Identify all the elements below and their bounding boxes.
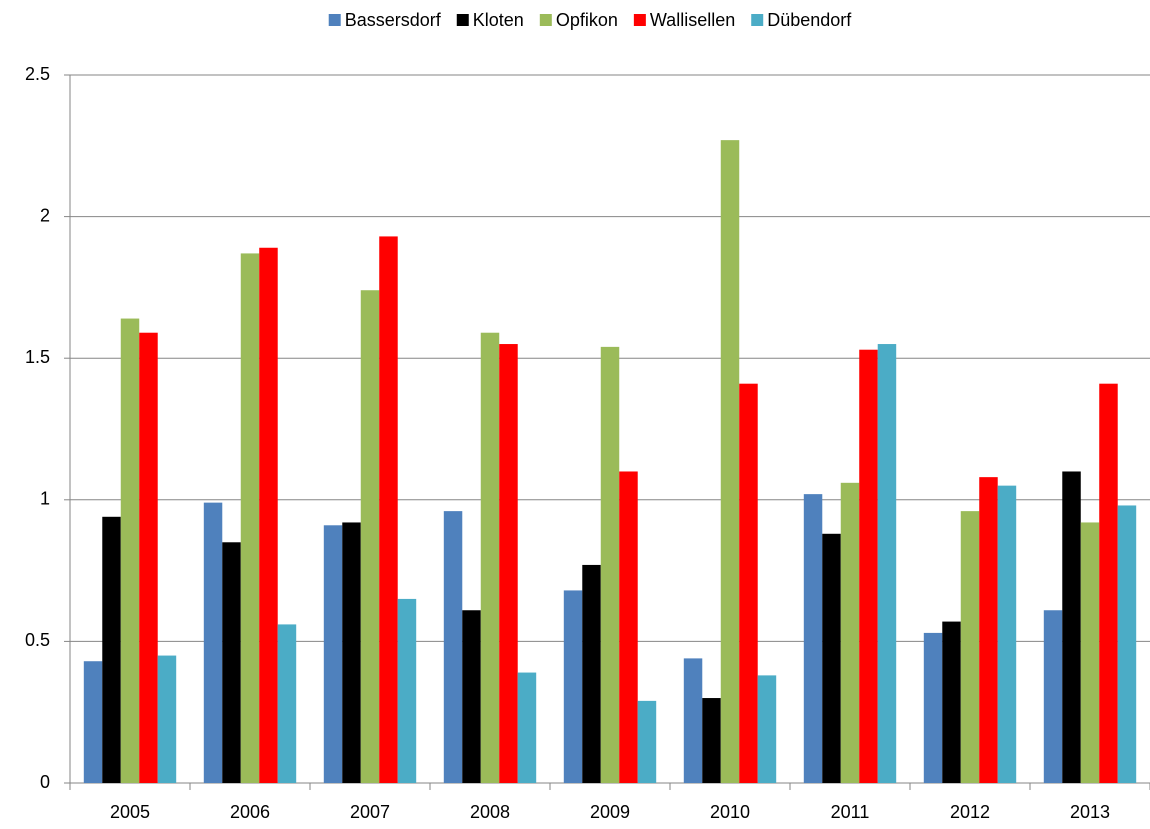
bar bbox=[979, 477, 998, 783]
legend-label: Kloten bbox=[473, 10, 524, 30]
bar bbox=[619, 471, 638, 783]
bar bbox=[942, 621, 961, 783]
legend-label: Wallisellen bbox=[650, 10, 735, 30]
bar bbox=[120, 318, 140, 783]
bar bbox=[803, 494, 823, 783]
bar bbox=[379, 236, 398, 783]
bar bbox=[102, 516, 121, 783]
bar bbox=[960, 511, 980, 783]
bar bbox=[139, 332, 158, 783]
bar bbox=[1080, 522, 1100, 783]
bar bbox=[277, 624, 297, 783]
x-tick-label: 2007 bbox=[350, 802, 390, 822]
x-tick-label: 2005 bbox=[110, 802, 150, 822]
y-tick-label: 0 bbox=[40, 772, 50, 792]
legend-swatch bbox=[456, 14, 469, 26]
legend-swatch bbox=[751, 14, 764, 26]
x-tick-label: 2010 bbox=[710, 802, 750, 822]
bar bbox=[203, 502, 223, 783]
bar bbox=[499, 344, 518, 783]
y-tick-label: 1 bbox=[40, 489, 50, 509]
bar bbox=[360, 290, 380, 783]
bar bbox=[683, 658, 703, 783]
legend-swatch bbox=[539, 14, 552, 26]
bar bbox=[259, 247, 278, 783]
bar bbox=[923, 632, 943, 783]
y-tick-label: 1.5 bbox=[25, 347, 50, 367]
bar bbox=[563, 590, 583, 783]
bar bbox=[739, 383, 758, 783]
bar bbox=[720, 140, 740, 784]
x-tick-label: 2012 bbox=[950, 802, 990, 822]
legend-swatch bbox=[633, 14, 646, 26]
bar bbox=[822, 533, 841, 783]
bar bbox=[997, 485, 1017, 783]
x-tick-label: 2009 bbox=[590, 802, 630, 822]
bar bbox=[157, 655, 177, 783]
bar bbox=[757, 675, 777, 783]
legend-label: Opfikon bbox=[556, 10, 618, 30]
bar bbox=[600, 346, 620, 783]
bar bbox=[222, 542, 241, 783]
bar bbox=[517, 672, 537, 783]
x-tick-label: 2008 bbox=[470, 802, 510, 822]
bar bbox=[240, 253, 260, 783]
bar bbox=[859, 349, 878, 783]
x-tick-label: 2011 bbox=[831, 802, 870, 822]
bar bbox=[480, 332, 500, 783]
bar bbox=[702, 698, 721, 783]
bar bbox=[877, 344, 897, 783]
bar bbox=[637, 700, 657, 783]
y-tick-label: 2.5 bbox=[25, 64, 50, 84]
legend-swatch bbox=[328, 14, 341, 26]
legend-label: Dübendorf bbox=[767, 10, 852, 30]
x-tick-label: 2006 bbox=[230, 802, 270, 822]
y-tick-label: 0.5 bbox=[25, 630, 50, 650]
x-tick-label: 2013 bbox=[1070, 802, 1110, 822]
bar bbox=[1117, 505, 1137, 783]
bar bbox=[342, 522, 361, 783]
y-tick-label: 2 bbox=[40, 205, 50, 225]
bar bbox=[397, 598, 417, 783]
bar bbox=[1043, 610, 1063, 783]
bar bbox=[83, 661, 103, 783]
bar bbox=[462, 610, 481, 783]
bar bbox=[582, 564, 601, 783]
bar bbox=[1099, 383, 1118, 783]
legend-label: Bassersdorf bbox=[345, 10, 442, 30]
bar bbox=[443, 511, 463, 783]
bar bbox=[840, 482, 860, 783]
bar bbox=[1062, 471, 1081, 783]
bar bbox=[323, 525, 343, 783]
